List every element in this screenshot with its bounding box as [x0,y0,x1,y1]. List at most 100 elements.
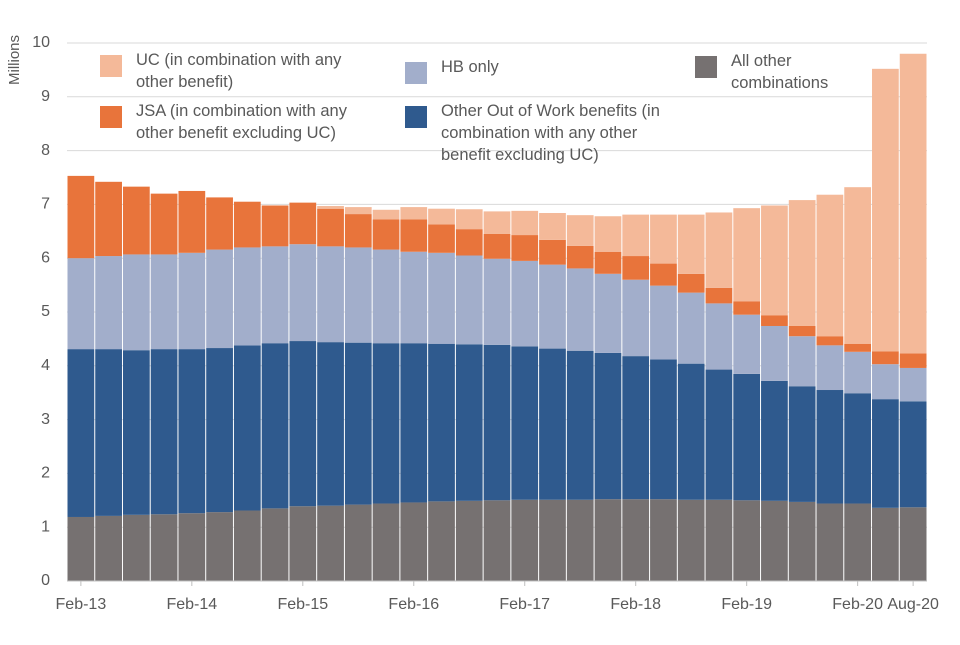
bar-segment [594,216,622,252]
bar-segment [511,210,539,236]
bar-segment [650,214,677,264]
bar-segment [372,343,400,504]
bar-segment [150,193,178,255]
bar-segment [733,500,761,581]
bar-segment [400,343,428,503]
bar-segment [95,515,122,581]
bar-segment [206,512,233,581]
bar-segment [261,205,289,247]
bar-segment [594,499,622,581]
bar-segment [67,258,95,350]
bar-segment [872,364,899,400]
bar-segment [95,256,122,350]
legend-item: Other Out of Work benefits (in combinati… [405,100,665,166]
legend-item: All other combinations [695,50,865,94]
bar-segment [594,273,622,353]
bar-segment [317,342,344,506]
bar-segment [344,504,372,581]
bar-segment [705,499,733,581]
y-tick-label: 2 [41,465,50,482]
bar-segment [788,501,816,581]
bar-segment [150,254,178,350]
bar-segment [122,350,150,515]
y-tick-label: 4 [41,357,50,374]
x-tick-label: Feb-18 [610,596,661,613]
legend-swatch [100,55,122,77]
bar-segment [705,212,733,288]
y-tick-label: 1 [41,518,50,535]
bars [67,53,927,581]
legend-item: JSA (in combination with any other benef… [100,100,360,144]
bar-segment [899,353,927,368]
bar-segment [233,345,261,511]
bar-segment [400,251,428,344]
bar-segment [788,325,816,337]
bar-segment [122,514,150,581]
bar-segment [705,303,733,370]
y-axis-label: Millions [6,35,23,85]
bar-segment [761,205,788,316]
bar-segment [428,252,455,344]
bar-segment [788,200,816,326]
bar-segment [677,292,705,364]
bar-segment [622,214,650,257]
x-tick-label: Feb-20 [832,596,883,613]
bar-segment [677,214,705,274]
bar-segment [650,499,677,581]
bar-segment [899,367,927,402]
bar-segment [483,211,511,234]
bar-segment [317,246,344,343]
bar-segment [233,201,261,248]
bar-segment [428,501,455,581]
bar-segment [511,499,539,581]
x-tick-label: Feb-16 [388,596,439,613]
bar-segment [206,197,233,250]
bar-segment [733,373,761,501]
bar-segment [400,219,428,252]
bar-segment [428,343,455,502]
bar-segment [705,369,733,500]
bar-segment [67,516,95,581]
bar-segment [816,336,844,346]
bar-segment [844,503,872,581]
bar-segment [761,500,788,581]
bar-segment [539,239,566,265]
legend-label: UC (in combination with any other benefi… [136,51,342,91]
bar-segment [566,499,594,581]
bar-segment [483,500,511,581]
bar-segment [650,359,677,500]
bar-segment [816,194,844,337]
bar-segment [289,506,317,581]
bar-segment [566,245,594,269]
y-tick-label: 6 [41,249,50,266]
bar-segment [428,224,455,253]
bar-segment [455,500,483,581]
bar-segment [289,202,317,245]
bar-segment [650,285,677,360]
bar-segment [788,336,816,387]
bar-segment [539,264,566,349]
bar-segment [511,260,539,347]
bar-segment [178,349,206,514]
bar-segment [317,206,344,209]
legend-label: Other Out of Work benefits (in combinati… [441,102,660,164]
bar-segment [650,263,677,286]
legend-swatch [405,106,427,128]
bar-segment [539,499,566,581]
bar-segment [677,499,705,581]
bar-segment [844,187,872,344]
bar-segment [622,279,650,357]
bar-segment [372,249,400,344]
bar-segment [844,351,872,394]
bar-segment [344,342,372,505]
bar-segment [455,255,483,345]
bar-segment [261,343,289,509]
bar-segment [844,393,872,504]
y-tick-label: 7 [41,196,50,213]
bar-segment [788,386,816,502]
bar-segment [344,247,372,343]
bar-segment [261,508,289,581]
bar-segment [594,352,622,500]
